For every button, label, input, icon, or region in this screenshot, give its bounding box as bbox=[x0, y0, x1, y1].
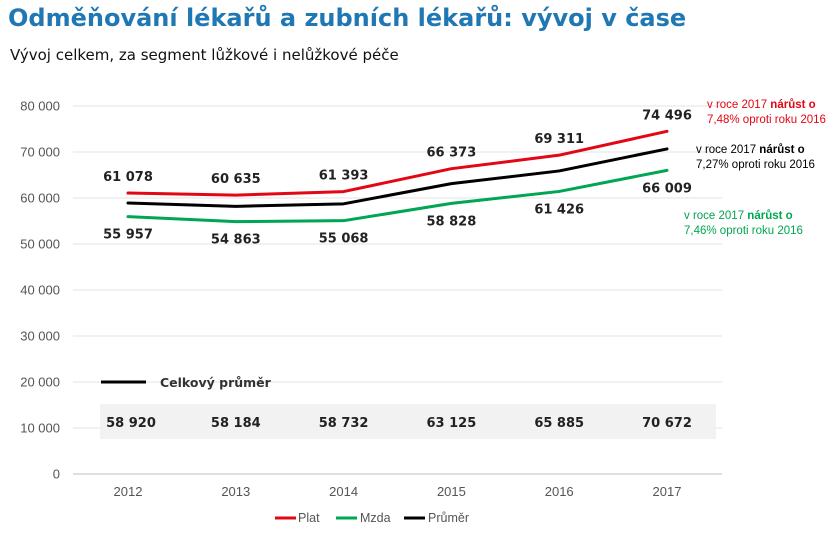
annotation-mzda-line2: 7,46% oproti roku 2016 bbox=[684, 225, 803, 237]
data-label-plat: 74 496 bbox=[642, 108, 692, 123]
series-line-prumer bbox=[126, 147, 669, 208]
data-label-plat: 61 393 bbox=[319, 169, 369, 184]
data-label-mzda: 55 957 bbox=[103, 228, 153, 243]
y-tick-label: 50 000 bbox=[20, 237, 60, 252]
annotation-prumer-bold: nárůst o bbox=[759, 144, 805, 156]
x-tick-label: 2015 bbox=[437, 484, 466, 499]
annotation-mzda-prefix: v roce 2017 bbox=[684, 210, 748, 222]
data-label-plat: 66 373 bbox=[427, 146, 477, 161]
table-value: 65 885 bbox=[534, 416, 584, 431]
y-tick-label: 30 000 bbox=[20, 329, 60, 344]
legend-label: Průměr bbox=[428, 511, 469, 525]
annotation-prumer: v roce 2017 nárůst o 7,27% oproti roku 2… bbox=[696, 143, 815, 173]
chart-subtitle: Vývoj celkem, za segment lůžkové i nelůž… bbox=[10, 46, 399, 64]
series-line-mzda bbox=[126, 168, 669, 224]
annotation-plat-prefix: v roce 2017 bbox=[707, 99, 771, 111]
data-label-mzda: 58 828 bbox=[427, 214, 477, 229]
y-tick-label: 0 bbox=[53, 467, 60, 482]
annotation-prumer-line2: 7,27% oproti roku 2016 bbox=[696, 159, 815, 171]
y-tick-label: 80 000 bbox=[20, 99, 60, 114]
annotation-plat-bold: nárůst o bbox=[770, 99, 816, 111]
table-value: 70 672 bbox=[642, 416, 692, 431]
chart-title: Odměňování lékařů a zubních lékařů: vývo… bbox=[8, 4, 687, 32]
y-tick-label: 70 000 bbox=[20, 145, 60, 160]
annotation-mzda: v roce 2017 nárůst o 7,46% oproti roku 2… bbox=[684, 209, 803, 239]
annotation-plat-line2: 7,48% oproti roku 2016 bbox=[707, 114, 826, 126]
data-label-plat: 60 635 bbox=[211, 172, 261, 187]
annotation-prumer-prefix: v roce 2017 bbox=[696, 144, 760, 156]
y-tick-label: 40 000 bbox=[20, 283, 60, 298]
table-band bbox=[100, 404, 716, 439]
x-tick-label: 2012 bbox=[114, 484, 143, 499]
annotation-mzda-bold: nárůst o bbox=[747, 210, 793, 222]
table-value: 58 920 bbox=[106, 416, 156, 431]
table-value: 58 184 bbox=[211, 416, 261, 431]
data-label-plat: 69 311 bbox=[534, 132, 584, 147]
data-label-plat: 61 078 bbox=[103, 170, 153, 185]
data-label-mzda: 61 426 bbox=[534, 202, 584, 217]
table-legend-label: Celkový průměr bbox=[160, 375, 272, 390]
data-label-mzda: 55 068 bbox=[319, 232, 369, 247]
x-tick-label: 2016 bbox=[545, 484, 574, 499]
y-tick-label: 20 000 bbox=[20, 375, 60, 390]
y-tick-label: 10 000 bbox=[20, 421, 60, 436]
x-tick-label: 2017 bbox=[653, 484, 682, 499]
x-tick-label: 2013 bbox=[221, 484, 250, 499]
series-line-plat bbox=[126, 129, 669, 197]
table-value: 63 125 bbox=[427, 416, 477, 431]
data-label-mzda: 66 009 bbox=[642, 181, 692, 196]
y-tick-label: 60 000 bbox=[20, 191, 60, 206]
x-tick-label: 2014 bbox=[329, 484, 358, 499]
data-label-mzda: 54 863 bbox=[211, 233, 261, 248]
legend-label: Plat bbox=[298, 511, 320, 525]
table-value: 58 732 bbox=[319, 416, 369, 431]
annotation-plat: v roce 2017 nárůst o 7,48% oproti roku 2… bbox=[707, 98, 826, 128]
legend-label: Mzda bbox=[360, 511, 391, 525]
